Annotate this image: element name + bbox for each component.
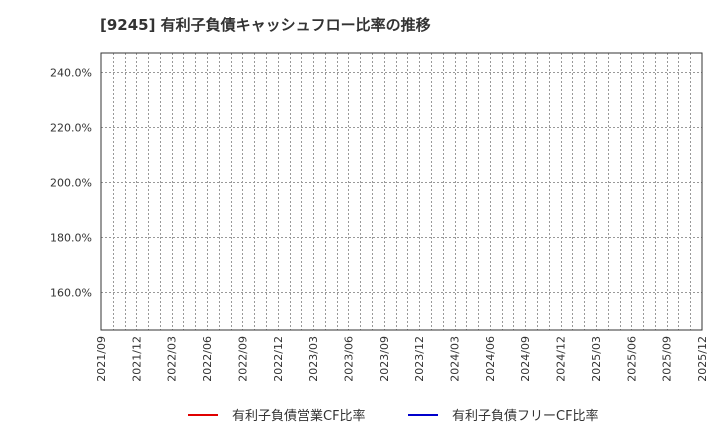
x-tick-label: 2024/12 — [555, 336, 568, 382]
y-tick-label: 240.0% — [50, 67, 92, 80]
x-tick-label: 2021/12 — [130, 336, 143, 382]
plot-area-frame — [100, 52, 703, 331]
x-tick-label: 2024/06 — [484, 336, 497, 382]
legend-label: 有利子負債営業CF比率 — [232, 409, 366, 424]
legend-swatch-red — [188, 413, 218, 416]
x-tick-label: 2023/12 — [413, 336, 426, 382]
legend-item-operating-cf: 有利子負債営業CF比率 — [188, 405, 366, 424]
x-tick-label: 2022/09 — [236, 336, 249, 382]
x-tick-label: 2022/06 — [201, 336, 214, 382]
legend-item-free-cf: 有利子負債フリーCF比率 — [408, 405, 599, 424]
x-tick-label: 2025/12 — [696, 336, 709, 382]
y-tick-label: 200.0% — [50, 177, 92, 190]
grid-lines — [101, 53, 702, 330]
legend-swatch-blue — [408, 413, 438, 416]
x-tick-label: 2021/09 — [95, 336, 108, 382]
x-tick-label: 2023/06 — [342, 336, 355, 382]
x-tick-label: 2025/03 — [590, 336, 603, 382]
x-tick-label: 2022/03 — [166, 336, 179, 382]
x-tick-label: 2025/06 — [625, 336, 638, 382]
x-tick-label: 2024/03 — [449, 336, 462, 382]
chart-title: [9245] 有利子負債キャッシュフロー比率の推移 — [100, 16, 431, 34]
y-tick-label: 160.0% — [50, 287, 92, 300]
x-tick-label: 2022/12 — [272, 336, 285, 382]
y-tick-label: 220.0% — [50, 122, 92, 135]
x-axis-labels: 2021/09 2021/12 2022/03 2022/06 2022/09 2022/… — [95, 336, 709, 382]
x-tick-label: 2023/03 — [307, 336, 320, 382]
y-axis-labels: 160.0% 180.0% 200.0% 220.0% 240.0% — [50, 67, 92, 300]
x-tick-label: 2023/09 — [378, 336, 391, 382]
legend-label: 有利子負債フリーCF比率 — [452, 409, 599, 424]
x-tick-label: 2025/09 — [661, 336, 674, 382]
legend: 有利子負債営業CF比率 有利子負債フリーCF比率 — [0, 405, 720, 425]
y-tick-label: 180.0% — [50, 232, 92, 245]
x-tick-label: 2024/09 — [519, 336, 532, 382]
